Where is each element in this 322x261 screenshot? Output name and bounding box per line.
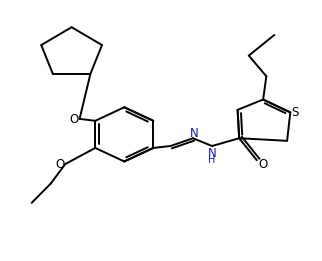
Text: N: N [208,147,216,160]
Text: O: O [55,158,64,171]
Text: N: N [190,127,199,140]
Text: H: H [208,155,216,165]
Text: S: S [291,106,299,119]
Text: O: O [70,113,79,126]
Text: O: O [259,158,268,171]
